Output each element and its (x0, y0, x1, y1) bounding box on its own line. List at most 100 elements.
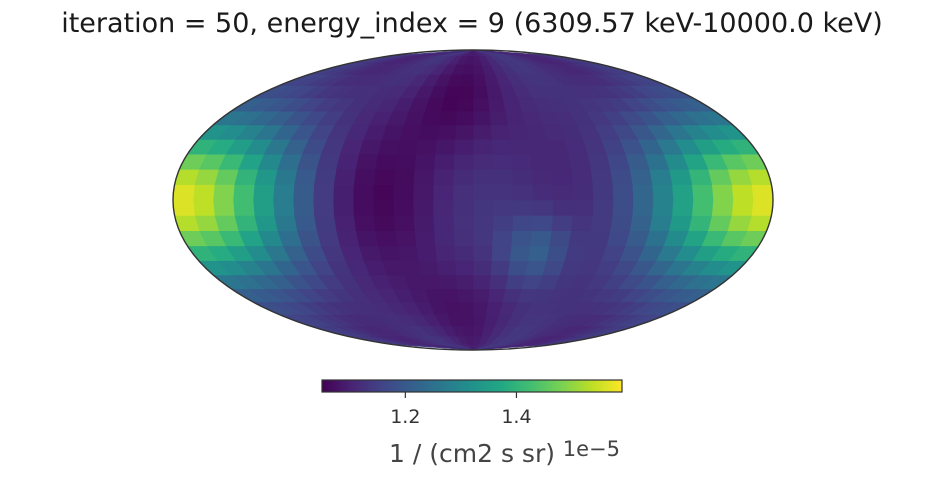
map-pixel (453, 153, 474, 170)
map-pixel (438, 274, 458, 290)
map-pixel (590, 215, 613, 231)
map-pixel (454, 260, 474, 276)
map-pixel (490, 245, 512, 261)
map-pixel (434, 245, 456, 261)
map-pixel (507, 260, 529, 276)
map-pixel (552, 199, 574, 216)
map-pixel (452, 169, 474, 185)
map-pixel (487, 97, 506, 112)
map-pixel (453, 139, 474, 155)
map-pixel (510, 153, 533, 170)
map-pixel (671, 184, 694, 201)
map-pixel (293, 169, 317, 185)
map-pixel (433, 153, 455, 170)
map-pixel (648, 169, 673, 185)
map-pixel (472, 314, 487, 327)
map-pixel (373, 169, 396, 185)
chart-title: iteration = 50, energy_index = 9 (6309.5… (61, 8, 883, 39)
map-pixel (457, 301, 474, 315)
map-pixel (472, 85, 489, 99)
map-pixel (192, 199, 215, 216)
map-pixel (707, 215, 732, 231)
map-pixel (511, 169, 534, 185)
map-pixel (512, 184, 534, 201)
map-pixel (548, 230, 572, 247)
map-pixel (273, 215, 298, 231)
map-pixel (472, 301, 489, 315)
map-pixel (567, 230, 591, 247)
map-pixel (545, 139, 569, 155)
map-pixel (352, 184, 374, 201)
map-pixel (527, 245, 550, 261)
map-pixel (511, 215, 534, 231)
map-pixel (432, 215, 454, 231)
map-pixel (293, 215, 317, 231)
map-pixel (472, 245, 493, 261)
colorbar (321, 379, 623, 393)
map-pixel (232, 184, 255, 201)
map-pixel (392, 199, 414, 216)
map-pixel (529, 230, 552, 247)
map-pixel (433, 230, 455, 247)
map-pixel (472, 124, 492, 140)
map-pixel (611, 199, 634, 216)
map-pixel (509, 139, 531, 155)
map-pixel (212, 184, 235, 201)
map-pixel (432, 199, 454, 216)
map-pixel (524, 260, 547, 276)
map-pixel (668, 169, 693, 185)
map-pixel (394, 153, 417, 170)
map-pixel (313, 169, 337, 185)
map-pixel (527, 139, 550, 155)
map-pixel (273, 169, 298, 185)
map-pixel (605, 230, 630, 247)
map-pixel (545, 245, 569, 261)
map-pixel (489, 124, 510, 140)
map-pixel (472, 199, 494, 216)
map-pixel (252, 199, 275, 216)
map-pixel (452, 199, 474, 216)
map-pixel (731, 184, 754, 201)
map-pixel (272, 199, 295, 216)
map-pixel (572, 184, 594, 201)
map-pixel (629, 169, 653, 185)
map-pixel (509, 245, 531, 261)
map-pixel (333, 215, 356, 231)
map-pixel (472, 153, 493, 170)
map-pixel (355, 153, 379, 170)
map-pixel (352, 199, 374, 216)
map-pixel (691, 199, 714, 216)
map-pixel (333, 169, 356, 185)
map-pixel (489, 260, 510, 276)
map-pixel (687, 169, 713, 185)
map-pixel (472, 184, 494, 201)
map-pixel (312, 199, 335, 216)
map-pixel (192, 184, 215, 201)
map-pixel (592, 199, 614, 216)
map-pixel (353, 215, 376, 231)
map-pixel (374, 153, 398, 170)
map-pixel (631, 184, 654, 201)
map-pixel (313, 215, 337, 231)
map-pixel (487, 288, 506, 303)
map-pixel (651, 184, 674, 201)
map-pixel (751, 199, 773, 216)
map-pixel (490, 139, 512, 155)
map-pixel (751, 184, 773, 201)
map-pixel (611, 184, 634, 201)
map-pixel (550, 215, 573, 231)
map-pixel (472, 215, 494, 231)
map-pixel (488, 274, 508, 290)
map-pixel (457, 85, 474, 99)
map-pixel (434, 139, 456, 155)
map-pixel (531, 169, 553, 185)
map-pixel (392, 184, 414, 201)
map-pixel (432, 184, 454, 201)
colorbar-tick-label: 1.2 (390, 406, 420, 428)
map-pixel (668, 215, 693, 231)
colorbar-offset-label: 1e−5 (563, 437, 620, 461)
map-pixel (524, 124, 547, 140)
map-pixel (417, 260, 439, 276)
map-pixel (512, 199, 534, 216)
map-pixel (452, 184, 474, 201)
